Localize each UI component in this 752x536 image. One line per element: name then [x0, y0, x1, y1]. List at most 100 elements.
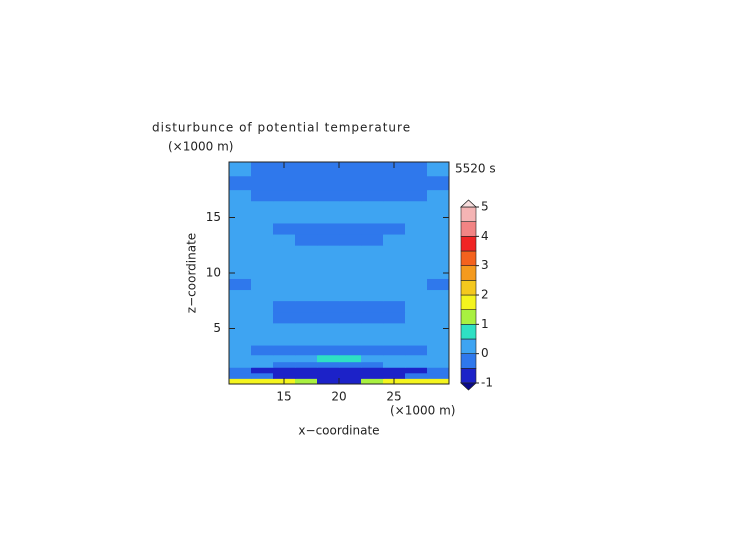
contour-cell — [339, 367, 362, 374]
contour-cell — [229, 223, 252, 235]
contour-cell — [251, 378, 274, 385]
contour-cell — [383, 311, 406, 324]
contour-cell — [295, 345, 318, 356]
contour-cell — [295, 378, 318, 385]
contour-cell — [229, 361, 252, 368]
contour-cell — [229, 175, 252, 191]
contour-cell — [317, 245, 340, 257]
contour-cell — [427, 289, 450, 302]
contour-cell — [427, 378, 450, 385]
contour-cell — [251, 162, 274, 177]
contour-cell — [251, 211, 274, 224]
contour-cell — [251, 234, 274, 246]
contour-cell — [339, 278, 362, 291]
contour-cell — [317, 223, 340, 235]
contour-cell — [405, 211, 428, 224]
contour-cell — [339, 211, 362, 224]
contour-cell — [273, 223, 296, 235]
contour-cell — [317, 311, 340, 324]
contour-cell — [427, 311, 450, 324]
contour-cell — [427, 256, 450, 268]
contour-cell — [229, 300, 252, 313]
contour-cell — [317, 211, 340, 224]
contour-cell — [361, 311, 384, 324]
contour-cell — [339, 322, 362, 335]
contour-cell — [383, 234, 406, 246]
contour-cell — [361, 245, 384, 257]
contour-cell — [427, 361, 450, 368]
contour-cell — [361, 278, 384, 291]
contour-cell — [383, 223, 406, 235]
contour-cell — [317, 278, 340, 291]
contour-cell — [383, 211, 406, 224]
contour-cell — [405, 311, 428, 324]
contour-cell — [339, 200, 362, 213]
contour-cell — [405, 300, 428, 313]
contour-cell — [229, 245, 252, 257]
chart-title: disturbunce of potential temperature — [152, 121, 411, 135]
contour-cell — [339, 162, 362, 177]
colorbar-tick-label: 5 — [481, 200, 489, 214]
contour-cell — [273, 175, 296, 191]
contour-cell — [229, 267, 252, 279]
contour-cell — [405, 256, 428, 268]
contour-cell — [427, 367, 450, 374]
x-tick-label: 20 — [331, 390, 346, 404]
contour-cell — [383, 289, 406, 302]
colorbar-over — [459, 199, 478, 208]
contour-cell — [295, 300, 318, 313]
contour-cell — [361, 211, 384, 224]
contour-cell — [251, 334, 274, 346]
contour-cell — [427, 372, 450, 379]
contour-cell — [229, 372, 252, 379]
contour-cell — [361, 267, 384, 279]
x-tick-label: 15 — [276, 390, 291, 404]
contour-cell — [361, 345, 384, 356]
colorbar-tick-label: 1 — [481, 317, 489, 331]
contour-cell — [317, 289, 340, 302]
contour-cell — [251, 322, 274, 335]
colorbar-band — [460, 221, 477, 237]
contour-cell — [361, 256, 384, 268]
contour-cell — [361, 175, 384, 191]
contour-cell — [229, 378, 252, 385]
contour-cell — [427, 175, 450, 191]
contour-cell — [361, 354, 384, 363]
contour-cell — [405, 245, 428, 257]
contour-cell — [339, 189, 362, 202]
colorbar-tick-label: 2 — [481, 288, 489, 302]
contour-cell — [273, 234, 296, 246]
contour-cell — [273, 245, 296, 257]
contour-cell — [383, 367, 406, 374]
contour-cell — [229, 200, 252, 213]
contour-cell — [295, 162, 318, 177]
colorbar-band — [460, 368, 477, 384]
y-axis-label: z−coordinate — [185, 233, 199, 313]
colorbar-band — [460, 265, 477, 281]
contour-cell — [361, 361, 384, 368]
contour-cell — [251, 200, 274, 213]
contour-cell — [317, 200, 340, 213]
contour-cell — [339, 300, 362, 313]
colorbar-tick-label: 4 — [481, 229, 489, 243]
contour-cell — [317, 322, 340, 335]
contour-cell — [383, 245, 406, 257]
contour-cell — [295, 267, 318, 279]
contour-cell — [361, 322, 384, 335]
contour-cell — [427, 200, 450, 213]
contour-cell — [273, 361, 296, 368]
contour-cell — [251, 223, 274, 235]
x-unit: (×1000 m) — [390, 404, 455, 418]
colorbar-band — [460, 206, 477, 222]
contour-cell — [405, 223, 428, 235]
contour-cell — [295, 223, 318, 235]
contour-cell — [317, 345, 340, 356]
contour-cell — [427, 189, 450, 202]
contour-cell — [273, 162, 296, 177]
contour-cell — [361, 289, 384, 302]
y-tick-label: 15 — [206, 210, 221, 224]
contour-cell — [251, 256, 274, 268]
contour-cell — [229, 234, 252, 246]
contour-cell — [295, 322, 318, 335]
contour-cell — [317, 189, 340, 202]
